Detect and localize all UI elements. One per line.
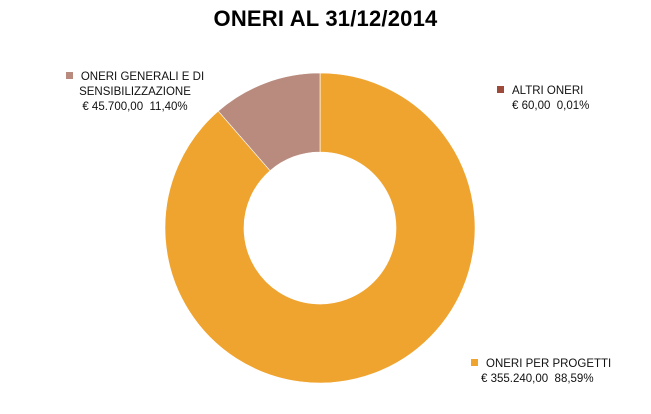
slice-label-oneri-generali: ONERI GENERALI E DI SENSIBILIZZAZIONE € …	[50, 70, 220, 115]
slice-label-name: ONERI PER PROGETTI	[486, 358, 612, 370]
donut-slice-oneri-generali	[217, 72, 321, 172]
slice-label-value: € 45.700,00 11,40%	[82, 101, 187, 113]
slice-value-text: € 60,00	[512, 100, 551, 112]
slice-label-name: ONERI GENERALI E DI SENSIBILIZZAZIONE	[79, 71, 205, 98]
donut-slice-oneri-progetti	[164, 72, 476, 384]
slice-percent-text: 88,59%	[554, 373, 594, 385]
slice-label-oneri-progetti: ONERI PER PROGETTI € 355.240,00 88,59%	[471, 357, 611, 387]
slice-label-value: € 60,00 0,01%	[512, 100, 589, 112]
legend-swatch	[65, 72, 73, 79]
chart-title: ONERI AL 31/12/2014	[213, 6, 438, 31]
legend-swatch	[471, 359, 478, 366]
slice-value-text: € 45.700,00	[82, 101, 144, 113]
legend-swatch	[497, 86, 504, 93]
slice-percent-text: 11,40%	[149, 101, 188, 113]
slice-label-altri-oneri: ALTRI ONERI € 60,00 0,01%	[497, 84, 589, 114]
slice-value-text: € 355.240,00	[481, 373, 549, 385]
slice-percent-text: 0,01%	[556, 100, 590, 112]
slice-label-value: € 355.240,00 88,59%	[481, 373, 594, 385]
slice-label-name: ALTRI ONERI	[512, 85, 584, 97]
